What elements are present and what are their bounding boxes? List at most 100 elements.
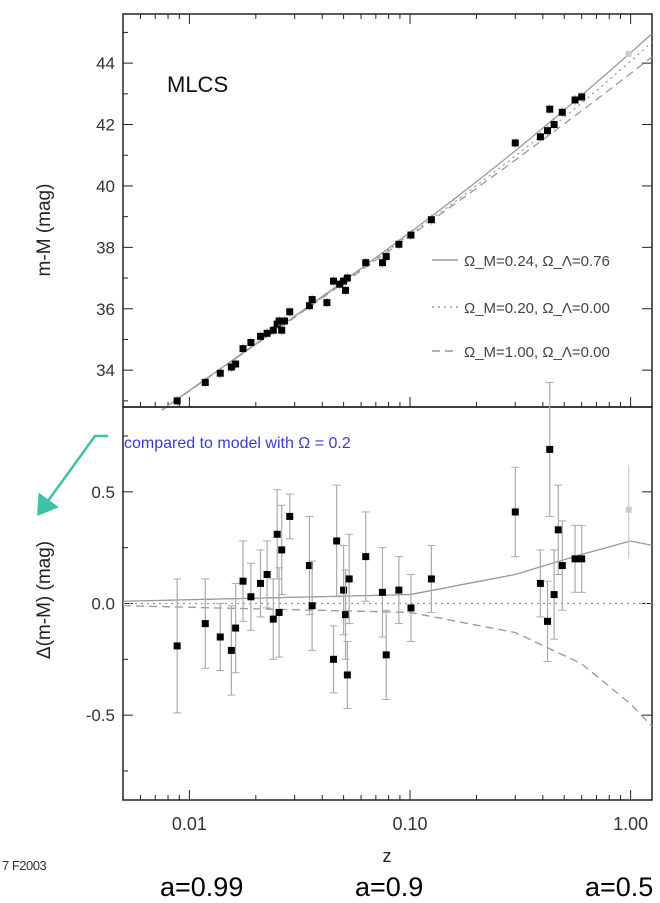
bottom-ylabel: Δ(m-M) (mag)	[34, 541, 55, 659]
top-data-point	[571, 96, 579, 104]
top-data-point	[278, 326, 286, 334]
bottom-xtick-label: 1.00	[613, 814, 648, 834]
bottom-data-point	[269, 615, 277, 623]
bottom-data-point	[546, 445, 554, 453]
bottom-data-point	[275, 608, 283, 616]
bottom-data-point	[308, 602, 316, 610]
top-model-curve	[161, 41, 653, 411]
top-data-point	[263, 329, 271, 337]
bottom-data-point	[216, 633, 224, 641]
top-data-point	[308, 296, 316, 304]
top-data-point	[340, 277, 348, 285]
scale-factor-label-1: a=0.99	[160, 872, 244, 902]
top-ytick-label: 42	[96, 116, 115, 135]
top-data-point	[232, 360, 240, 368]
scale-factor-label-2: a=0.9	[355, 872, 424, 902]
top-data-point	[330, 277, 338, 285]
top-ytick-label: 38	[96, 238, 115, 257]
top-data-point	[362, 259, 370, 267]
top-data-point	[343, 274, 351, 282]
bottom-data-point	[427, 575, 435, 583]
bottom-data-point	[395, 586, 403, 594]
bottom-xtick-label: 0.10	[392, 814, 427, 834]
bottom-data-point	[201, 620, 209, 628]
bottom-ytick-label: -0.5	[86, 706, 115, 725]
top-data-point	[342, 286, 350, 294]
bottom-data-point	[340, 586, 348, 594]
bottom-data-point	[305, 562, 313, 570]
top-panel: 34 36 38 40 42 44 MLCS Ω_M=0.24, Ω_Λ=0.76 Ω_M=0.…	[34, 13, 653, 411]
top-data-point	[550, 121, 558, 129]
bottom-data-point	[239, 577, 247, 585]
top-data-point	[323, 299, 331, 307]
legend-label: Ω_M=0.20, Ω_Λ=0.00	[464, 300, 610, 317]
top-ytick-label: 44	[96, 54, 115, 73]
top-data-point	[578, 93, 586, 101]
annotation-text: compared to model with Ω = 0.2	[124, 435, 351, 452]
bottom-data-point	[256, 579, 264, 587]
bottom-data-point	[330, 655, 338, 663]
bottom-data-point	[286, 512, 294, 520]
bottom-data-point	[550, 591, 558, 599]
bottom-xtick-label: 0.01	[172, 814, 207, 834]
bottom-data-point	[578, 555, 586, 563]
top-data-point	[275, 317, 283, 325]
top-data-point	[546, 105, 554, 113]
top-ylabel: m-M (mag)	[34, 184, 55, 277]
top-data-point	[281, 317, 289, 325]
bottom-data-point	[278, 546, 286, 554]
top-data-point	[269, 326, 277, 334]
legend-label: Ω_M=1.00, Ω_Λ=0.00	[464, 344, 610, 361]
top-data-point	[536, 133, 544, 141]
top-data-point-faint	[625, 50, 632, 57]
top-data-point	[286, 308, 294, 316]
bottom-data-point	[333, 537, 341, 545]
bottom-panel: -0.5 0.0 0.5 0.01 0.10 1.00 compared to model …	[34, 381, 653, 866]
bottom-data-point	[362, 553, 370, 561]
bottom-data-point	[227, 646, 235, 654]
bottom-data-point	[263, 570, 271, 578]
top-data-point	[305, 302, 313, 310]
scale-factor-label-3: a=0.5	[585, 872, 654, 902]
top-data-point	[382, 253, 390, 261]
bottom-data-point	[378, 588, 386, 596]
top-data-point	[395, 240, 403, 248]
top-data-point	[227, 363, 235, 371]
top-data-point	[511, 139, 519, 147]
bottom-data-point	[554, 526, 562, 534]
date-stamp: 7 F2003	[2, 858, 47, 873]
bottom-data-point	[342, 611, 350, 619]
bottom-data-point	[343, 671, 351, 679]
bottom-data-point	[382, 651, 390, 659]
top-data-point	[216, 369, 224, 377]
bottom-data-point	[407, 604, 415, 612]
bottom-data-point	[571, 555, 579, 563]
top-data-point	[336, 280, 344, 288]
top-data-point	[544, 127, 552, 135]
top-ytick-label: 34	[96, 361, 115, 380]
bottom-data-point	[173, 642, 181, 650]
top-data-point	[407, 231, 415, 239]
top-data-point	[558, 108, 566, 116]
top-data-point	[256, 332, 264, 340]
top-data-point	[247, 339, 255, 347]
bottom-data-point	[247, 593, 255, 601]
bottom-data-point	[232, 624, 240, 632]
bottom-ytick-label: 0.5	[91, 483, 115, 502]
top-data-point	[173, 397, 181, 405]
legend-label: Ω_M=0.24, Ω_Λ=0.76	[464, 253, 610, 270]
top-data-point	[239, 345, 247, 353]
top-model-curve	[161, 56, 653, 411]
bottom-model-curve	[122, 605, 653, 727]
top-data-point	[378, 259, 386, 267]
bottom-data-point	[511, 508, 519, 516]
bottom-xlabel: z	[383, 846, 392, 866]
method-label: MLCS	[167, 72, 228, 97]
top-data-point	[427, 216, 435, 224]
bottom-model-curve	[122, 540, 653, 602]
bottom-data-point	[536, 579, 544, 587]
top-data-point	[201, 378, 209, 386]
bottom-ytick-label: 0.0	[91, 595, 115, 614]
top-ytick-label: 40	[96, 177, 115, 196]
